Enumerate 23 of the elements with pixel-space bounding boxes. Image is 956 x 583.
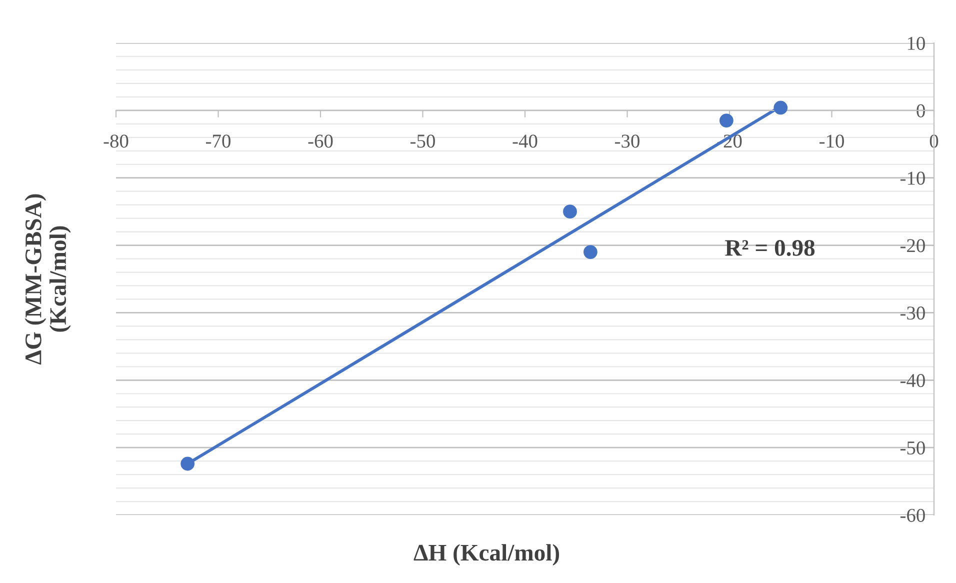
y-tick-label: -30 [900, 306, 925, 320]
x-tick-label: -10 [820, 134, 844, 148]
y-tick-label: -20 [900, 239, 925, 252]
x-axis-title: ΔH (Kcal/mol) [414, 544, 560, 566]
y-tick-label: -50 [900, 441, 925, 455]
y-tick-label: 10 [908, 36, 925, 50]
point [563, 204, 577, 219]
x-tick-label: -80 [104, 134, 128, 148]
y-tick-label: -60 [900, 508, 925, 522]
x-tick-label: -50 [410, 134, 435, 148]
y-tick-label: -10 [900, 172, 925, 185]
point [774, 100, 788, 115]
x-tick-label: 0 [930, 134, 938, 148]
y-tick-label: -40 [900, 374, 925, 388]
annotation: R² = 0.98 [725, 240, 815, 256]
x-tick-label: -70 [206, 134, 230, 148]
y-axis-title: ΔG (MM-GBSA) (Kcal/mol) [24, 194, 71, 364]
x-tick-label: -40 [512, 134, 538, 148]
point [180, 456, 195, 471]
point [719, 114, 734, 128]
point [583, 245, 598, 259]
x-tick-label: -60 [308, 134, 333, 148]
x-tick-label: -30 [615, 134, 640, 148]
